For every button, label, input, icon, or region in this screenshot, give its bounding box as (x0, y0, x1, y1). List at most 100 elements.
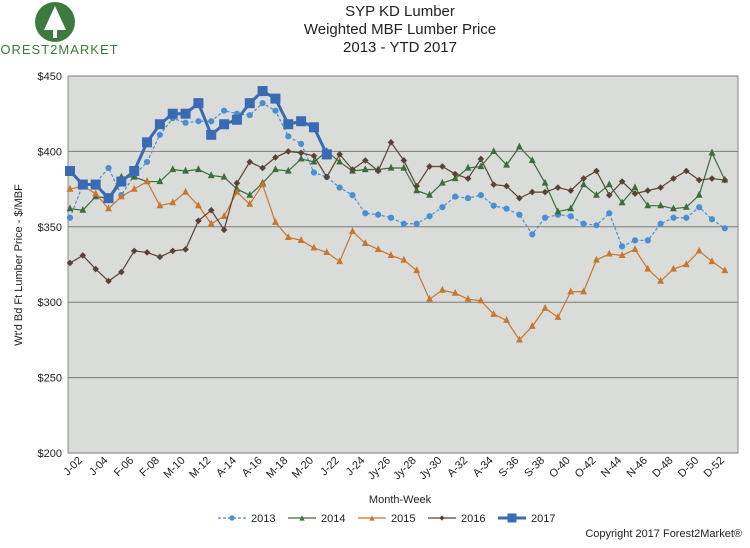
point (490, 147, 498, 154)
line (69, 180, 726, 341)
point (310, 157, 318, 165)
point (708, 148, 716, 156)
x-tick-label: D-52 (702, 455, 727, 480)
point (246, 190, 254, 198)
point (657, 184, 664, 191)
point (515, 335, 523, 343)
x-tick-label: S-38 (522, 455, 547, 480)
point (284, 148, 292, 155)
point (65, 166, 75, 177)
point (477, 192, 484, 199)
point (541, 188, 549, 196)
point (580, 220, 587, 227)
point (156, 177, 164, 185)
point (169, 198, 177, 206)
legend-marker (507, 513, 517, 523)
point (194, 201, 202, 209)
point (375, 211, 382, 218)
x-tick-label: J-04 (87, 455, 111, 479)
point (439, 163, 446, 170)
point (130, 172, 138, 180)
line (69, 102, 726, 248)
point (284, 166, 292, 174)
point (220, 172, 228, 180)
x-tick-label: J-24 (344, 455, 368, 479)
legend-label: 2016 (461, 513, 485, 525)
point (195, 217, 202, 225)
point (284, 233, 292, 240)
chart-title: SYP KD Lumber (345, 3, 455, 20)
point (66, 259, 74, 267)
point (682, 202, 690, 210)
x-tick-label: N-46 (625, 455, 650, 480)
point (272, 154, 279, 161)
point (308, 122, 319, 133)
point (516, 194, 523, 202)
point (400, 157, 408, 164)
point (708, 216, 716, 223)
point (503, 205, 510, 212)
point (208, 118, 215, 125)
point (567, 213, 574, 220)
point (593, 222, 600, 229)
point (310, 169, 318, 176)
point (695, 246, 703, 254)
point (143, 249, 151, 256)
point (220, 212, 228, 219)
x-tick-label: Jy-30 (417, 455, 445, 483)
point (413, 182, 420, 190)
point (349, 192, 356, 199)
point (452, 193, 459, 200)
point (182, 119, 189, 126)
x-tick-label: Jy-26 (366, 455, 394, 483)
point (66, 214, 74, 221)
point (79, 205, 87, 213)
point (285, 133, 292, 140)
point (167, 108, 178, 119)
y-tick-label: $300 (38, 297, 62, 309)
point (657, 201, 665, 209)
point (477, 296, 485, 304)
point (143, 177, 151, 185)
legend-marker (369, 515, 375, 521)
point (554, 207, 562, 215)
point (619, 243, 626, 250)
point (606, 210, 613, 217)
point (605, 249, 613, 257)
legend-label: 2013 (251, 513, 275, 525)
point (503, 316, 510, 323)
point (349, 227, 356, 234)
x-tick-label: N-44 (599, 455, 624, 480)
point (605, 191, 613, 199)
point (298, 140, 305, 147)
point (233, 187, 241, 195)
point (336, 151, 343, 158)
point (323, 173, 331, 181)
point (90, 179, 101, 190)
point (567, 187, 575, 194)
point (554, 184, 562, 191)
y-tick-label: $400 (38, 146, 62, 158)
point (413, 266, 421, 274)
point (118, 268, 125, 276)
point (670, 214, 677, 221)
x-tick-label: F-06 (112, 455, 136, 479)
point (567, 287, 575, 295)
point (631, 245, 639, 253)
point (541, 214, 549, 221)
chart-subtitle: Weighted MBF Lumber Price (304, 21, 496, 38)
point (490, 310, 498, 317)
legend-label: 2015 (391, 513, 415, 525)
point (400, 220, 407, 227)
point (426, 190, 433, 198)
point (169, 247, 177, 255)
point (195, 118, 202, 125)
point (567, 204, 575, 212)
point (142, 137, 153, 148)
point (66, 184, 74, 192)
point (374, 245, 382, 253)
point (310, 243, 318, 251)
point (143, 158, 151, 166)
x-tick-label: A-16 (240, 455, 265, 480)
